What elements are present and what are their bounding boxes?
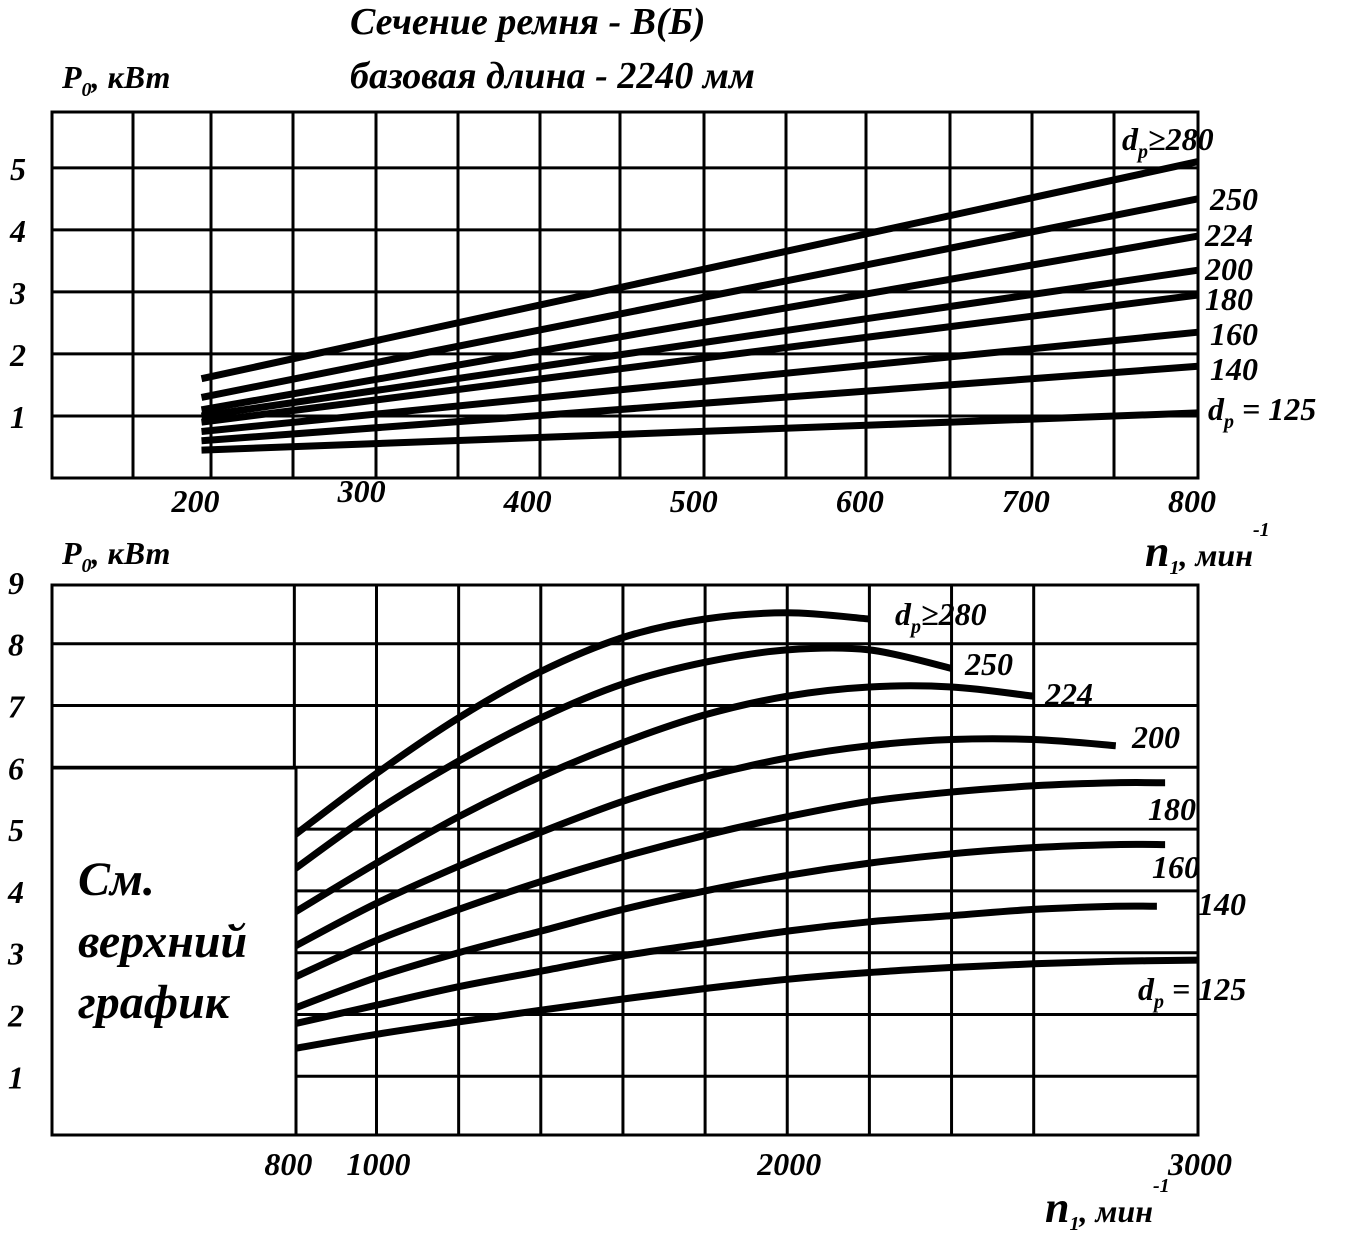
bottom-x-axis-label: n1, мин-1 — [1045, 1175, 1170, 1235]
bottom-x-tick-label: 3000 — [1167, 1146, 1232, 1182]
note-line2: верхний — [78, 915, 247, 968]
bottom-series-line — [292, 779, 1166, 981]
chart-title-line1: Сечение ремня - В(Б) — [350, 1, 705, 43]
top-series-line — [200, 266, 1199, 420]
top-x-tick-label: 400 — [503, 483, 552, 519]
bottom-series-line — [292, 735, 1117, 950]
top-x-tick-label: 200 — [170, 483, 219, 519]
top-y-axis-label: P0, кВт — [61, 59, 170, 101]
top-series-label: dp = 125 — [1208, 391, 1316, 433]
bottom-series-label: 224 — [1044, 676, 1093, 712]
top-series-line — [201, 328, 1199, 435]
bottom-y-tick-label: 1 — [8, 1059, 24, 1095]
bottom-series-label: 200 — [1131, 719, 1180, 755]
bottom-y-tick-label: 3 — [7, 936, 24, 972]
bottom-series-line — [293, 956, 1199, 1052]
bottom-chart-panel: См. верхний график 1 2 3 4 5 6 7 8 9 800 1000 2000 3… — [7, 565, 1246, 1182]
bottom-y-axis-label: P0, кВт — [61, 535, 170, 577]
top-x-tick-label: 800 — [1168, 483, 1216, 519]
top-series-line — [200, 195, 1199, 401]
bottom-y-tick-label: 4 — [7, 874, 24, 910]
top-y-tick-label: 2 — [9, 337, 26, 373]
top-series-line — [201, 291, 1199, 426]
bottom-series-line — [292, 644, 953, 873]
bottom-x-tick-label: 2000 — [756, 1146, 821, 1182]
top-series-label: 160 — [1210, 316, 1258, 352]
top-x-tick-label: 300 — [337, 473, 386, 509]
bottom-series-line — [293, 902, 1157, 1028]
bottom-series-label: 140 — [1198, 886, 1246, 922]
bottom-series-line — [292, 609, 870, 839]
top-y-tick-label: 5 — [10, 151, 26, 187]
bottom-x-tick-label: 1000 — [346, 1146, 410, 1182]
bottom-x-tick-label: 800 — [264, 1146, 312, 1182]
see-upper-chart-box — [50, 766, 298, 1137]
top-series-label: 200 — [1204, 251, 1253, 287]
top-y-tick-label: 1 — [10, 399, 26, 435]
top-series-label: 180 — [1205, 281, 1253, 317]
top-curves — [200, 158, 1199, 454]
top-y-tick-label: 3 — [9, 275, 26, 311]
bottom-curves — [292, 609, 1199, 1052]
top-series-label: dp≥280 — [1122, 121, 1214, 163]
top-series-line — [200, 158, 1199, 383]
top-series-line — [201, 362, 1199, 445]
bottom-y-tick-label: 8 — [8, 627, 24, 663]
top-x-tick-label: 700 — [1002, 483, 1050, 519]
top-series-line — [200, 232, 1199, 414]
chart-title-line2: базовая длина - 2240 мм — [350, 55, 755, 97]
bottom-tick-labels: 1 2 3 4 5 6 7 8 9 800 1000 2000 3000 — [7, 565, 1232, 1182]
top-series-line — [201, 409, 1199, 454]
bottom-y-tick-label: 5 — [8, 812, 24, 848]
top-tick-labels: 1 2 3 4 5 200 300 400 500 600 700 800 — [9, 151, 1216, 519]
top-x-tick-label: 500 — [670, 483, 718, 519]
bottom-series-label: dp≥280 — [895, 596, 987, 638]
note-line3: график — [78, 976, 231, 1029]
bottom-series-label: 160 — [1152, 849, 1200, 885]
top-x-axis-label: n1, мин-1 — [1145, 519, 1270, 579]
top-x-tick-label: 600 — [836, 483, 884, 519]
bottom-series-line — [293, 840, 1166, 1012]
bottom-series-line — [292, 682, 1035, 916]
top-series-label: 140 — [1210, 351, 1258, 387]
top-y-tick-label: 4 — [9, 213, 26, 249]
bottom-series-label: dp = 125 — [1138, 971, 1246, 1013]
bottom-y-tick-label: 2 — [7, 997, 24, 1033]
bottom-y-tick-label: 7 — [8, 689, 26, 725]
top-series-label: 250 — [1209, 181, 1258, 217]
bottom-series-label: 250 — [964, 646, 1013, 682]
bottom-series-label: 180 — [1148, 791, 1196, 827]
note-line1: См. — [78, 853, 155, 906]
bottom-y-tick-label: 9 — [8, 565, 24, 601]
top-series-label: 224 — [1204, 217, 1253, 253]
bottom-y-tick-label: 6 — [8, 750, 24, 786]
